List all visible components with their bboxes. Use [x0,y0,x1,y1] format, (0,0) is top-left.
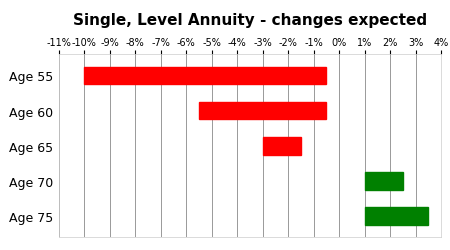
Bar [364,208,428,225]
Title: Single, Level Annuity - changes expected: Single, Level Annuity - changes expected [73,12,427,28]
Bar [84,67,326,85]
Bar [262,138,301,155]
Bar [199,102,326,120]
Bar [364,172,403,190]
